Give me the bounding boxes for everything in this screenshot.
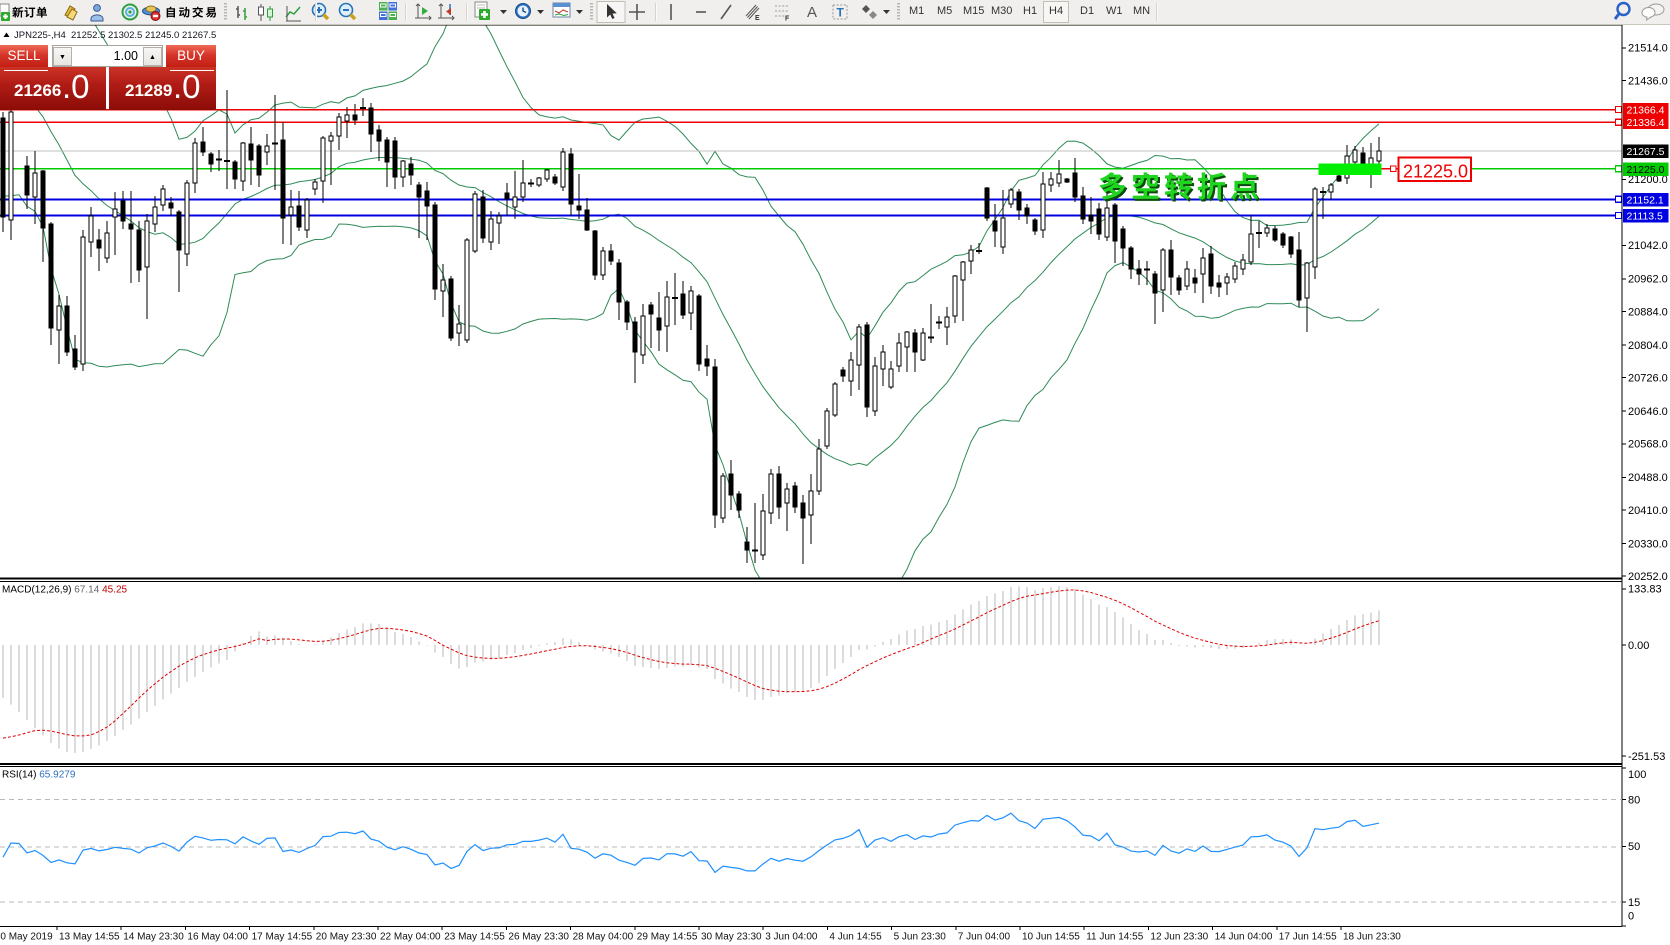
svg-text:F: F: [785, 16, 790, 23]
svg-text:13 May 14:55: 13 May 14:55: [59, 932, 120, 943]
svg-text:21436.0: 21436.0: [1628, 75, 1668, 87]
svg-text:10 May 2019: 10 May 2019: [0, 932, 53, 943]
svg-text:21113.5: 21113.5: [1627, 211, 1664, 223]
svg-text:23 May 14:55: 23 May 14:55: [444, 932, 505, 943]
svg-text:18 Jun 23:30: 18 Jun 23:30: [1343, 932, 1401, 943]
svg-text:16 May 04:00: 16 May 04:00: [187, 932, 248, 943]
svg-text:20726.0: 20726.0: [1628, 373, 1668, 385]
svg-text:21200.0: 21200.0: [1628, 174, 1668, 186]
svg-text:0: 0: [1628, 911, 1634, 923]
svg-text:20804.0: 20804.0: [1628, 340, 1668, 352]
svg-text:21336.4: 21336.4: [1627, 117, 1665, 129]
svg-text:10 Jun 14:55: 10 Jun 14:55: [1022, 932, 1080, 943]
svg-text:-251.53: -251.53: [1628, 751, 1665, 763]
svg-text:21225.0: 21225.0: [1627, 164, 1665, 176]
svg-text:20488.0: 20488.0: [1628, 472, 1668, 484]
svg-text:21152.1: 21152.1: [1627, 194, 1664, 206]
svg-text:21514.0: 21514.0: [1628, 43, 1668, 55]
svg-text:A: A: [807, 4, 817, 21]
svg-text:26 May 23:30: 26 May 23:30: [508, 932, 569, 943]
svg-text:30 May 23:30: 30 May 23:30: [701, 932, 762, 943]
svg-text:4 Jun 14:55: 4 Jun 14:55: [829, 932, 882, 943]
svg-text:22 May 04:00: 22 May 04:00: [380, 932, 441, 943]
svg-text:17 May 14:55: 17 May 14:55: [252, 932, 313, 943]
svg-text:21042.0: 21042.0: [1628, 240, 1668, 252]
svg-text:14 May 23:30: 14 May 23:30: [123, 932, 184, 943]
svg-text:3 Jun 04:00: 3 Jun 04:00: [765, 932, 818, 943]
svg-text:11 Jun 14:55: 11 Jun 14:55: [1086, 932, 1144, 943]
svg-text:20884.0: 20884.0: [1628, 306, 1668, 318]
svg-text:20252.0: 20252.0: [1628, 571, 1668, 583]
svg-text:0.00: 0.00: [1628, 640, 1649, 652]
svg-text:50: 50: [1628, 841, 1640, 853]
svg-text:5 Jun 23:30: 5 Jun 23:30: [894, 932, 947, 943]
svg-text:29 May 14:55: 29 May 14:55: [637, 932, 698, 943]
svg-text:MACD(12,26,9) 67.14 45.25: MACD(12,26,9) 67.14 45.25: [2, 585, 128, 596]
svg-text:20568.0: 20568.0: [1628, 439, 1668, 451]
svg-text:21366.4: 21366.4: [1627, 105, 1665, 117]
svg-text:15: 15: [1628, 897, 1640, 909]
svg-text:80: 80: [1628, 794, 1640, 806]
svg-text:14 Jun 04:00: 14 Jun 04:00: [1215, 932, 1273, 943]
svg-text:20962.0: 20962.0: [1628, 274, 1668, 286]
svg-text:20 May 23:30: 20 May 23:30: [316, 932, 377, 943]
svg-text:20410.0: 20410.0: [1628, 505, 1668, 517]
svg-text:20330.0: 20330.0: [1628, 538, 1668, 550]
svg-text:T: T: [837, 6, 845, 20]
svg-text:E: E: [755, 15, 760, 22]
svg-text:12 Jun 23:30: 12 Jun 23:30: [1150, 932, 1208, 943]
svg-text:21267.5: 21267.5: [1627, 146, 1665, 158]
svg-text:21225.0: 21225.0: [1403, 162, 1468, 182]
svg-text:133.83: 133.83: [1628, 584, 1662, 596]
svg-text:17 Jun 14:55: 17 Jun 14:55: [1279, 932, 1337, 943]
svg-text:100: 100: [1628, 769, 1646, 781]
svg-text:28 May 04:00: 28 May 04:00: [573, 932, 634, 943]
svg-text:20646.0: 20646.0: [1628, 406, 1668, 418]
svg-text:RSI(14) 65.9279: RSI(14) 65.9279: [2, 770, 76, 781]
svg-text:7 Jun 04:00: 7 Jun 04:00: [958, 932, 1011, 943]
